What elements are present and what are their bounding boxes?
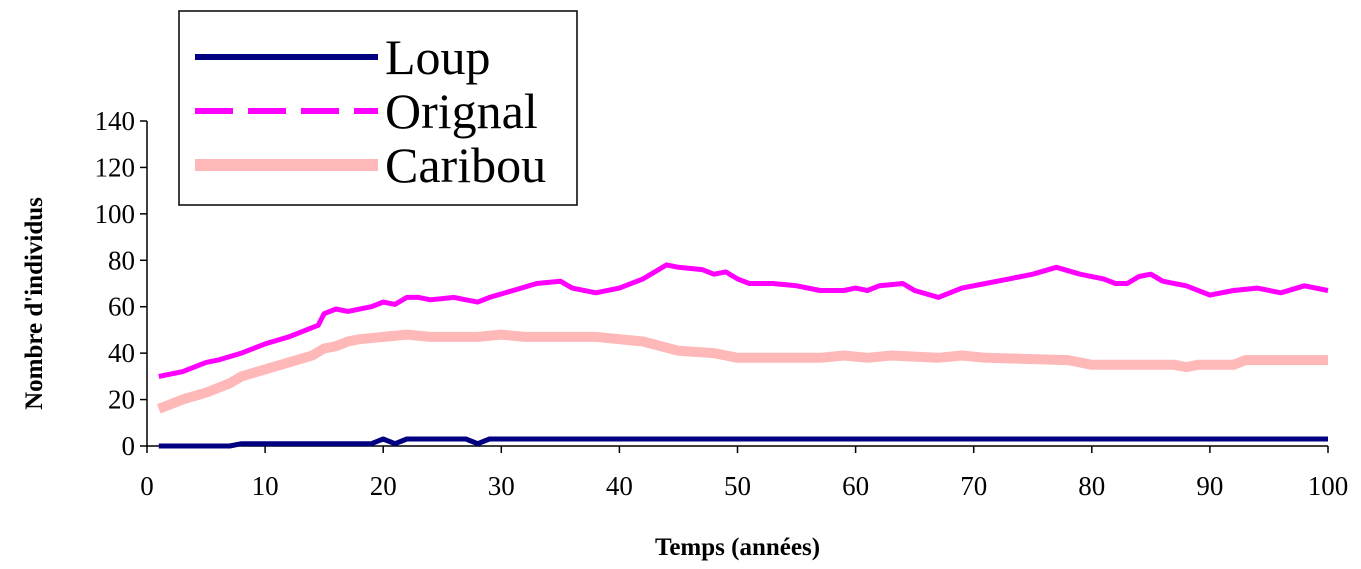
series-line-orignal — [158, 262, 1329, 379]
y-tick-label: 120 — [95, 152, 136, 182]
x-tick-label: 10 — [252, 471, 279, 501]
x-tick-label: 80 — [1078, 471, 1105, 501]
tick-labels: 0 20 40 60 80 100 120 140 0 10 20 30 40 50 60 70 80 90 100 — [95, 106, 1349, 501]
legend-label-orignal: Orignal — [385, 83, 538, 139]
y-tick-label: 80 — [108, 245, 135, 275]
x-tick-label: 100 — [1308, 471, 1349, 501]
x-axis-title: Temps (années) — [655, 534, 820, 561]
x-tick-label: 40 — [606, 471, 633, 501]
y-tick-label: 0 — [122, 431, 136, 461]
y-tick-label: 140 — [95, 106, 136, 136]
legend-label-caribou: Caribou — [385, 137, 546, 193]
x-tick-label: 90 — [1196, 471, 1223, 501]
y-tick-label: 40 — [108, 338, 135, 368]
x-tick-label: 0 — [140, 471, 154, 501]
series-line-caribou — [156, 329, 1328, 414]
x-tick-label: 60 — [842, 471, 869, 501]
y-tick-label: 60 — [108, 292, 135, 322]
legend-label-loup: Loup — [385, 29, 491, 85]
series-line-loup — [158, 436, 1328, 449]
y-tick-label: 20 — [108, 385, 135, 415]
x-tick-label: 70 — [960, 471, 987, 501]
y-tick-label: 100 — [95, 199, 136, 229]
y-axis-title: Nombre d'individus — [21, 197, 48, 410]
x-tick-label: 30 — [488, 471, 515, 501]
x-tick-label: 50 — [724, 471, 751, 501]
x-tick-label: 20 — [370, 471, 397, 501]
series-lines — [156, 262, 1329, 449]
